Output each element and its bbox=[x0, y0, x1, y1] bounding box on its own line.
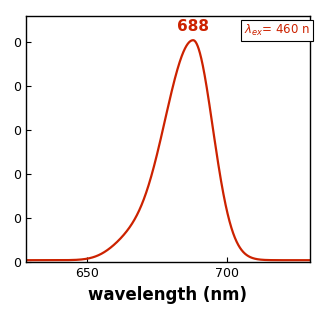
X-axis label: wavelength (nm): wavelength (nm) bbox=[89, 286, 247, 304]
Text: $\lambda_{ex}$= 460 n: $\lambda_{ex}$= 460 n bbox=[244, 23, 310, 38]
Text: 688: 688 bbox=[177, 19, 209, 34]
